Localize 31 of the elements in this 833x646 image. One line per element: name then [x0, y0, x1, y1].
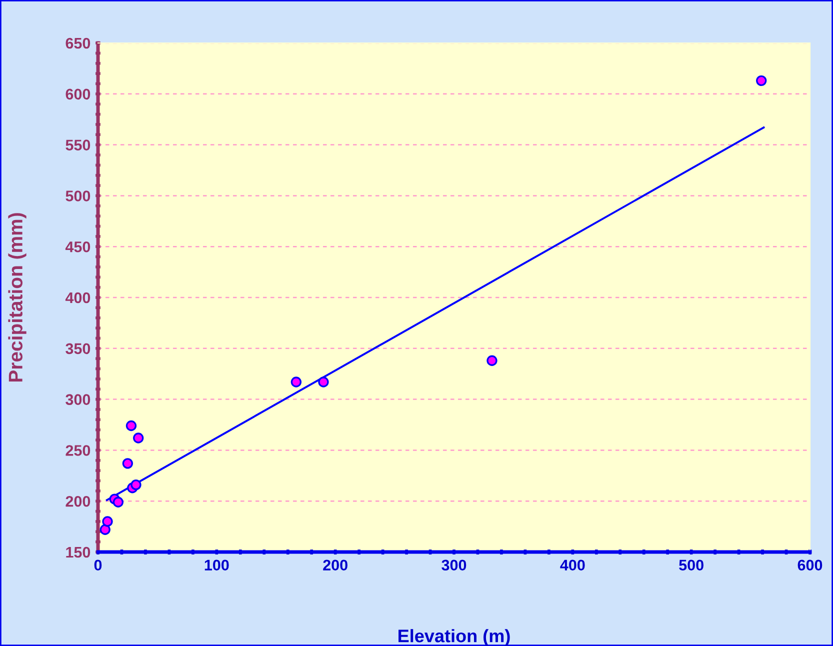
point	[100, 524, 110, 535]
y-tick-label: 450	[65, 241, 90, 252]
point	[126, 420, 137, 432]
y-tick-label: 400	[65, 292, 90, 304]
point	[122, 458, 133, 469]
x-axis-title: Elevation (m)	[398, 629, 510, 646]
y-tick-label: 650	[66, 38, 90, 49]
point	[130, 479, 142, 490]
x-tick-label: 500	[679, 560, 704, 571]
y-tick-label: 150	[66, 546, 90, 558]
x-tick-label: 200	[323, 560, 348, 571]
y-axis-title: Precipitation (mm)	[8, 213, 26, 382]
x-tick-label: 400	[560, 560, 585, 571]
x-tick-label: 300	[442, 560, 466, 571]
x-tick-label: 100	[204, 560, 229, 571]
point	[756, 75, 767, 86]
y-tick-label: 200	[66, 496, 90, 507]
y-tick-label: 350	[66, 343, 90, 354]
x-tick-label: 600	[798, 560, 822, 571]
point	[290, 376, 302, 388]
y-tick-label: 550	[66, 140, 90, 150]
x-tick-label: 0	[94, 560, 102, 571]
y-tick-label: 600	[66, 88, 90, 100]
y-tick-label: 300	[66, 394, 90, 406]
point	[112, 496, 124, 508]
point	[486, 355, 498, 366]
y-tick-label: 500	[66, 190, 90, 202]
point	[102, 516, 113, 527]
point	[318, 376, 329, 388]
point	[133, 432, 144, 444]
y-tick-label: 250	[66, 445, 90, 456]
